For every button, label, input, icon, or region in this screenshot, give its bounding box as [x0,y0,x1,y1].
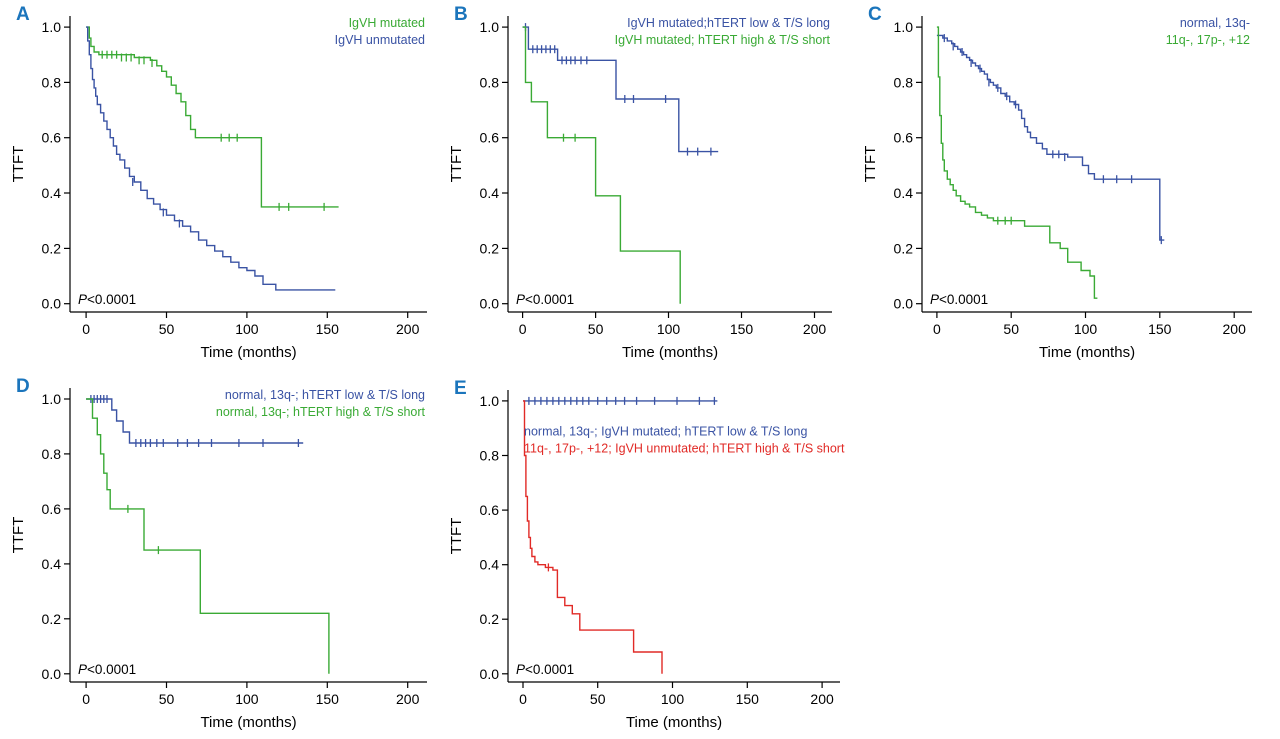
km-chart-B: 0.0 0.2 0.4 0.6 0.8 1.0 0 50 100 150 200 Time (mont… [446,2,850,364]
svg-text:50: 50 [159,691,175,707]
svg-text:0.8: 0.8 [480,448,500,464]
svg-text:0.0: 0.0 [42,296,62,312]
panel-label-B: B [454,4,468,25]
svg-text:1.0: 1.0 [480,393,500,409]
svg-text:100: 100 [1074,321,1098,337]
svg-text:0.0: 0.0 [894,296,914,312]
km-chart-A: 0.0 0.2 0.4 0.6 0.8 1.0 0 50 100 150 200 Time (mont… [8,2,445,364]
svg-text:0.4: 0.4 [480,185,500,201]
svg-text:P<0.0001: P<0.0001 [78,662,136,677]
svg-text:P<0.0001: P<0.0001 [516,662,574,677]
svg-text:11q-, 17p-, +12; IgVH unmutate: 11q-, 17p-, +12; IgVH unmutated; hTERT h… [524,441,845,455]
svg-text:0.0: 0.0 [480,666,500,682]
svg-text:0.4: 0.4 [480,557,500,573]
panel-label-A: A [16,4,30,25]
svg-text:100: 100 [657,321,681,337]
svg-text:TTFT: TTFT [448,518,465,555]
svg-text:TTFT: TTFT [10,146,27,183]
svg-text:50: 50 [588,321,604,337]
svg-text:IgVH mutated;hTERT low & T/S l: IgVH mutated;hTERT low & T/S long [627,16,830,30]
svg-text:normal, 13q-; hTERT high & T/S: normal, 13q-; hTERT high & T/S short [216,405,426,419]
svg-text:normal, 13q-; IgVH mutated; hT: normal, 13q-; IgVH mutated; hTERT low & … [524,424,808,438]
svg-text:150: 150 [730,321,754,337]
svg-text:1.0: 1.0 [42,19,62,35]
svg-text:0: 0 [519,691,527,707]
svg-text:0.2: 0.2 [480,240,500,256]
svg-text:normal, 13q-; hTERT low & T/S: normal, 13q-; hTERT low & T/S long [225,388,425,402]
svg-text:0.6: 0.6 [894,130,914,146]
svg-text:0.6: 0.6 [480,502,500,518]
svg-text:150: 150 [736,691,760,707]
svg-text:Time (months): Time (months) [200,714,296,731]
svg-text:200: 200 [1223,321,1247,337]
svg-text:0: 0 [82,691,90,707]
svg-text:0.8: 0.8 [42,74,62,90]
svg-text:0: 0 [519,321,527,337]
panel-E: E 0.0 0.2 0.4 0.6 0.8 1.0 0 50 100 150 200 Time (mo… [446,376,858,734]
svg-text:0.2: 0.2 [480,611,500,627]
panel-label-C: C [868,4,882,25]
svg-text:IgVH mutated; hTERT high & T/S: IgVH mutated; hTERT high & T/S short [615,33,831,47]
svg-text:1.0: 1.0 [894,19,914,35]
svg-text:0.2: 0.2 [42,240,62,256]
svg-text:TTFT: TTFT [10,517,27,554]
svg-text:TTFT: TTFT [448,146,465,183]
svg-text:100: 100 [661,691,685,707]
svg-text:200: 200 [803,321,827,337]
svg-text:0.4: 0.4 [894,185,914,201]
svg-text:0.6: 0.6 [42,130,62,146]
svg-text:Time (months): Time (months) [622,344,718,361]
svg-text:0.4: 0.4 [42,185,62,201]
svg-text:TTFT: TTFT [862,146,879,183]
panel-A: A 0.0 0.2 0.4 0.6 0.8 1.0 0 50 100 150 200 Time (mo… [8,2,445,364]
svg-text:0.0: 0.0 [480,296,500,312]
km-chart-D: 0.0 0.2 0.4 0.6 0.8 1.0 0 50 100 150 200 Time (mont… [8,374,445,734]
svg-text:Time (months): Time (months) [200,344,296,361]
svg-text:1.0: 1.0 [480,19,500,35]
svg-text:200: 200 [396,691,420,707]
svg-text:0.2: 0.2 [894,240,914,256]
svg-text:0.6: 0.6 [42,501,62,517]
panel-label-D: D [16,376,30,397]
svg-text:normal, 13q-: normal, 13q- [1180,16,1250,30]
km-chart-E: 0.0 0.2 0.4 0.6 0.8 1.0 0 50 100 150 200 Time (mont… [446,376,858,734]
svg-text:Time (months): Time (months) [1039,344,1135,361]
svg-text:50: 50 [1003,321,1019,337]
svg-text:100: 100 [235,321,259,337]
svg-text:0.2: 0.2 [42,611,62,627]
svg-text:0.8: 0.8 [894,74,914,90]
svg-text:0.8: 0.8 [480,74,500,90]
svg-text:0.6: 0.6 [480,130,500,146]
svg-text:0.8: 0.8 [42,446,62,462]
svg-text:150: 150 [1148,321,1172,337]
panel-D: D 0.0 0.2 0.4 0.6 0.8 1.0 0 50 100 150 200 Time (mo… [8,374,445,734]
svg-text:0.4: 0.4 [42,556,62,572]
svg-text:P<0.0001: P<0.0001 [930,292,988,307]
panel-B: B 0.0 0.2 0.4 0.6 0.8 1.0 0 50 100 150 200 Time (mo… [446,2,850,364]
svg-text:100: 100 [235,691,259,707]
km-chart-C: 0.0 0.2 0.4 0.6 0.8 1.0 0 50 100 150 200 Time (mont… [860,2,1270,364]
svg-text:0.0: 0.0 [42,666,62,682]
svg-text:0: 0 [933,321,941,337]
svg-text:Time (months): Time (months) [626,714,722,731]
svg-text:IgVH mutated: IgVH mutated [349,16,425,30]
panel-C: C 0.0 0.2 0.4 0.6 0.8 1.0 0 50 100 150 200 Time (mo… [860,2,1270,364]
svg-text:150: 150 [316,691,340,707]
svg-text:50: 50 [159,321,175,337]
svg-text:P<0.0001: P<0.0001 [516,292,574,307]
svg-text:P<0.0001: P<0.0001 [78,292,136,307]
svg-text:0: 0 [82,321,90,337]
svg-text:1.0: 1.0 [42,391,62,407]
svg-text:IgVH unmutated: IgVH unmutated [335,33,425,47]
panel-label-E: E [454,378,467,399]
svg-text:150: 150 [316,321,340,337]
svg-text:50: 50 [590,691,606,707]
svg-text:11q-, 17p-, +12: 11q-, 17p-, +12 [1166,33,1250,47]
svg-text:200: 200 [396,321,420,337]
svg-text:200: 200 [810,691,834,707]
